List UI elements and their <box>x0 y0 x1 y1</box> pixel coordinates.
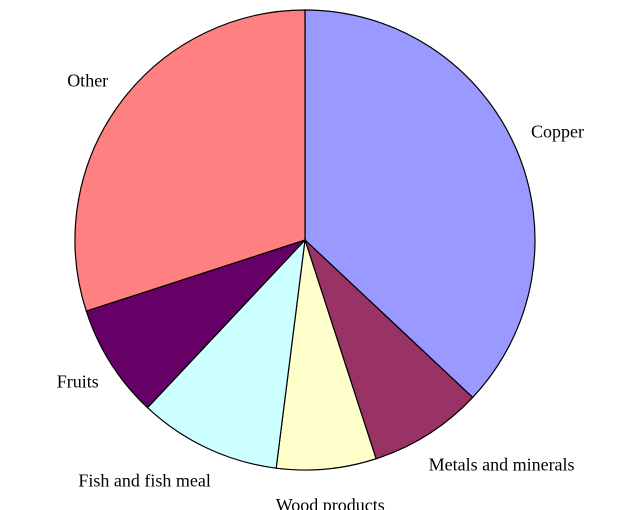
slice-label: Fish and fish meal <box>78 471 211 491</box>
pie-slice <box>304 9 536 399</box>
pie-slice <box>304 239 474 460</box>
slice-label: Other <box>67 71 108 91</box>
slice-label: Copper <box>531 122 584 142</box>
pie-slice <box>85 239 306 409</box>
slice-label: Metals and minerals <box>429 454 575 474</box>
pie-slice <box>74 9 306 312</box>
pie-slice <box>275 239 377 471</box>
slice-label: Fruits <box>57 372 99 392</box>
pie-slice <box>146 238 306 469</box>
slice-label: Wood products <box>276 495 385 510</box>
